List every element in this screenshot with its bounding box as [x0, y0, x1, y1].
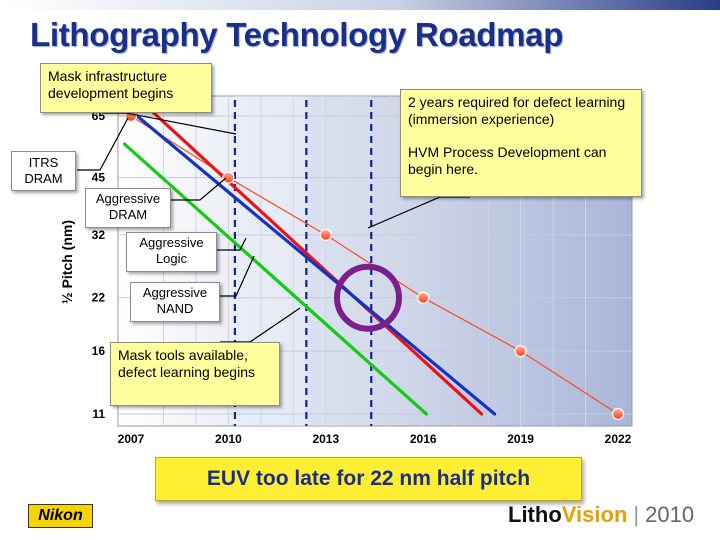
callout-mask-infrastructure: Mask infrastructure development begins [40, 63, 212, 113]
x-tick-label: 2019 [507, 432, 534, 446]
itrs-data-point [514, 345, 527, 358]
leader-aggressive-dram [171, 177, 227, 201]
brand-litho: Litho [508, 502, 562, 527]
itrs-data-point [417, 291, 430, 304]
label-aggressive-nand: Aggressive NAND [130, 282, 220, 322]
brand-separator: | [633, 502, 640, 527]
series-aggressive-nand-line [122, 142, 428, 416]
brand-year: 2010 [645, 502, 695, 527]
y-tick-label: 16 [92, 344, 106, 358]
x-tick-label: 2022 [605, 432, 632, 446]
series-aggressive-logic-line [129, 109, 497, 416]
itrs-data-point [222, 171, 235, 184]
x-tick-label: 2013 [312, 432, 339, 446]
itrs-data-point [319, 228, 332, 241]
leader-aggressive-logic [217, 237, 247, 251]
label-aggressive-logic: Aggressive Logic [126, 232, 217, 272]
nikon-logo: Nikon [28, 504, 93, 528]
callout-defect-learning: 2 years required for defect learning (im… [408, 94, 626, 127]
series-aggressive-dram-line [135, 96, 484, 416]
highlight-circle-22nm [334, 263, 403, 332]
x-tick-label: 2010 [215, 432, 242, 446]
y-axis-label: ½ Pitch (nm) [59, 220, 75, 304]
leader-aggressive-nand [220, 255, 255, 297]
top-gradient-bar [0, 0, 720, 10]
itrs-data-point [611, 407, 625, 421]
y-tick-label: 32 [92, 228, 106, 242]
x-tick-label: 2007 [118, 432, 145, 446]
leader-itrs-dram [77, 117, 129, 171]
callout-defect-learning-box: 2 years required for defect learning (im… [400, 89, 642, 197]
x-tick-label: 2016 [410, 432, 437, 446]
y-tick-label: 11 [92, 407, 105, 421]
brand-vision: Vision [561, 502, 628, 527]
y-tick-label: 45 [92, 171, 106, 185]
slide-title: Lithography Technology Roadmap [30, 16, 564, 53]
label-aggressive-dram: Aggressive DRAM [85, 188, 171, 228]
label-itrs-dram: ITRS DRAM [11, 151, 76, 191]
callout-mask-tools: Mask tools available, defect learning be… [110, 342, 280, 406]
lithovision-brand: LithoVision | 2010 [508, 502, 694, 528]
leader-mask-infrastructure [102, 112, 237, 135]
callout-hvm: HVM Process Development can begin here. [408, 144, 607, 177]
leader-defect-learning [367, 196, 470, 229]
y-tick-label: 22 [92, 291, 106, 305]
conclusion-banner: EUV too late for 22 nm half pitch [155, 457, 582, 501]
